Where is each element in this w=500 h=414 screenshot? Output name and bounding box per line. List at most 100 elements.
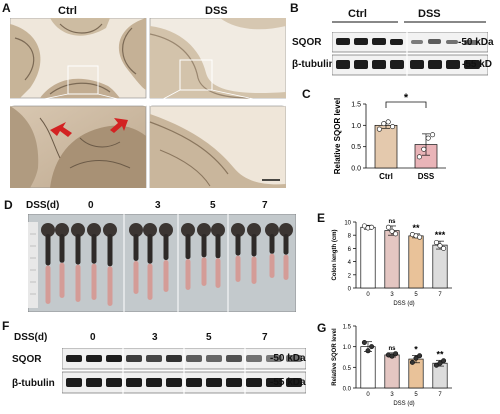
panel-b-blot	[332, 32, 488, 76]
blot-band-tubulin	[206, 378, 222, 387]
panel-g-chart: Relative SQOR level 0.0 0.5 1.0 1.5 0 3 ns 5 * 7 **…	[332, 325, 452, 407]
colon-cecum	[265, 223, 279, 237]
colon-segment-dark	[251, 234, 257, 257]
y-tick-label: 0.5	[351, 144, 361, 151]
y-tick-label: 1.0	[351, 123, 361, 130]
blot-band-tubulin	[166, 378, 182, 387]
blot-band-sqor	[66, 355, 82, 362]
data-point	[389, 228, 395, 234]
bar-3	[384, 354, 400, 389]
micrograph-ctrl-high-mag	[10, 105, 147, 188]
panel-b-dss-label: DSS	[418, 8, 441, 20]
colon-cecum	[55, 223, 69, 237]
colon-cecum	[143, 223, 157, 237]
colon-segment-dark	[163, 234, 169, 261]
blot-band-sqor	[246, 355, 262, 362]
data-point	[413, 355, 419, 361]
blot-band-tubulin	[126, 378, 142, 387]
data-point	[417, 353, 423, 359]
data-point	[441, 358, 447, 364]
data-point	[393, 351, 399, 357]
colon-cecum	[197, 223, 211, 237]
colon-segment-light	[283, 254, 289, 280]
colon-cecum	[159, 223, 173, 237]
panel-b-mw-sqor: -50 kDa	[458, 37, 494, 48]
blot-band-tubulin	[266, 378, 282, 387]
data-point	[385, 224, 391, 230]
panel-letter-c: C	[302, 87, 311, 101]
x-tick-label: 5	[414, 292, 418, 298]
y-tick-label: 0.0	[351, 166, 361, 173]
y-tick-label: 10	[344, 221, 351, 227]
bar-0	[360, 226, 376, 289]
data-point	[390, 124, 396, 130]
panel-f-day-3: 3	[152, 332, 158, 343]
blot-band-tubulin	[246, 378, 262, 387]
data-point	[361, 340, 367, 346]
panel-letter-e: E	[317, 211, 326, 225]
panel-a-micrographs	[10, 18, 286, 188]
significance-mark: ***	[435, 230, 446, 240]
panel-b-tubulin-label: β-tubulin	[292, 59, 335, 70]
data-point	[421, 146, 427, 152]
bar-3	[384, 230, 400, 289]
panel-d-day-3: 3	[155, 200, 161, 211]
colon-segment-light	[235, 255, 241, 282]
panel-b-mw-tubulin: -55 kD	[462, 59, 493, 70]
data-point	[389, 353, 395, 359]
blot-band-sqor	[206, 355, 222, 362]
panel-letter-b: B	[290, 1, 299, 15]
y-tick-label: 0.5	[343, 366, 352, 372]
bar-Ctrl	[374, 124, 398, 169]
panel-f-blot	[62, 348, 306, 394]
panel-f-sqor-label: SQOR	[12, 354, 42, 365]
significance-mark: ns	[388, 346, 396, 352]
colon-cecum	[231, 223, 245, 237]
blot-band-tubulin	[146, 378, 162, 387]
panel-letter-d: D	[4, 198, 13, 212]
red-arrow-icon	[110, 118, 128, 133]
colon-cecum	[129, 223, 143, 237]
blot-band-tubulin	[226, 378, 242, 387]
colon-segment-light	[251, 256, 257, 284]
blot-band-sqor	[286, 355, 302, 362]
y-tick-label: 0	[348, 287, 352, 293]
panel-f-day-0: 0	[90, 332, 96, 343]
y-tick-label: 4	[348, 260, 352, 266]
colon-cecum	[71, 223, 85, 237]
y-tick-label: 2	[348, 273, 352, 279]
bar-7	[432, 244, 448, 289]
y-tick-label: 1.0	[343, 345, 352, 351]
y-tick-label: 6	[348, 247, 352, 253]
colon-cecum	[181, 223, 195, 237]
colon-segment-dark	[283, 234, 289, 255]
colon-segment-dark	[107, 234, 113, 267]
panel-letter-f: F	[2, 319, 10, 333]
data-point	[369, 224, 375, 230]
colon-segment-light	[215, 258, 221, 288]
significance-mark: **	[436, 349, 444, 359]
y-tick-label: 8	[348, 234, 352, 240]
panel-e-chart: Colon length (cm) 0 2 4 6 8 10 0 3 ns 5 ** 7 *** DSS (…	[332, 219, 452, 307]
colon-segment-light	[45, 265, 51, 304]
blot-band-tubulin	[186, 378, 202, 387]
colon-segment-light	[163, 260, 169, 292]
blot-band-tubulin	[66, 378, 82, 387]
colon-segment-light	[269, 253, 275, 278]
data-point	[385, 119, 391, 125]
colon-segment-dark	[185, 234, 191, 260]
panel-c-chart: Relative SQOR level 0.0 0.5 1.0 1.5 Ctrl DSS *	[333, 92, 446, 181]
y-tick-label: 1.5	[351, 102, 361, 109]
colon-cecum	[41, 223, 55, 237]
colon-cecum	[87, 223, 101, 237]
blot-band-sqor	[226, 355, 242, 362]
significance-mark: **	[412, 223, 420, 233]
blot-band-sqor	[186, 355, 202, 362]
panel-d-day-7: 7	[262, 200, 268, 211]
x-tick-label: 7	[438, 292, 442, 298]
panel-f-tubulin-label: β-tubulin	[12, 378, 55, 389]
colon-segment-dark	[269, 234, 275, 254]
panel-b-group-lines	[332, 21, 486, 23]
bar-5	[408, 235, 424, 289]
x-tick-label: Ctrl	[379, 172, 393, 181]
